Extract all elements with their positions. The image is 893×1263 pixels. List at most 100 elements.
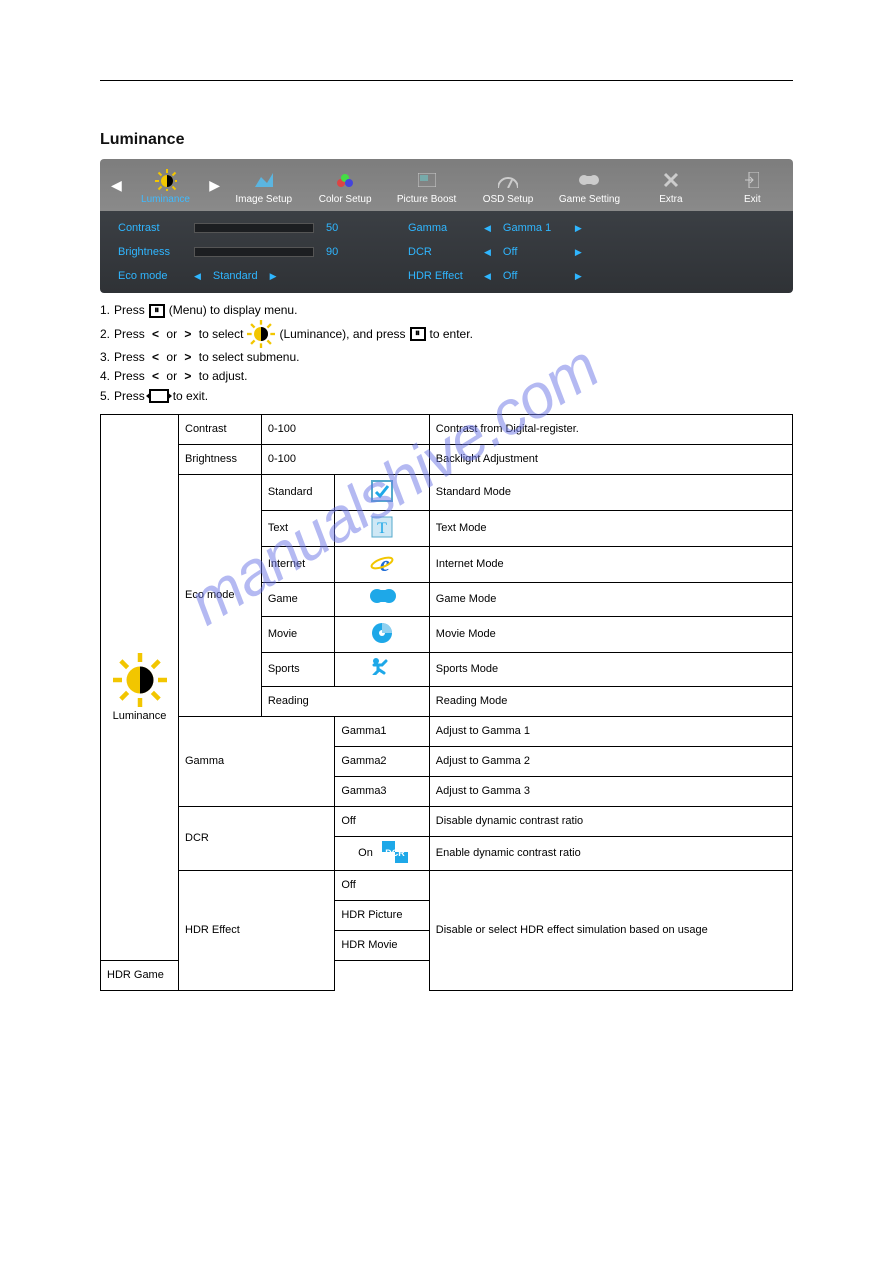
step-text: to select submenu. [199,348,300,367]
cell: Text [261,510,334,546]
cell: 0-100 [261,444,429,474]
step-text: or [166,367,177,386]
osd-gamma-row[interactable]: Gamma ◀ Gamma 1 ▶ [408,219,582,237]
cell: HDR Effect [179,870,335,990]
cell [335,616,429,652]
step-text: Press [114,387,145,406]
cell: Backlight Adjustment [429,444,792,474]
osd-tab-color-setup[interactable]: Color Setup [304,161,385,209]
color-icon [334,169,356,191]
instr-step-1: 1. Press ⏸ (Menu) to display menu. [100,301,793,320]
svg-text:DCR: DCR [385,848,405,858]
table-row: DCR Off Disable dynamic contrast ratio [101,806,793,836]
osd-icon [497,169,519,191]
step-num: 2. [100,325,110,344]
left-chevron-icon: < [149,367,163,386]
osd-contrast-row[interactable]: Contrast 50 [118,219,348,237]
cell: Brightness [179,444,262,474]
right-chevron-icon: > [181,325,195,344]
osd-tab-image-setup[interactable]: Image Setup [223,161,304,209]
sports-icon [370,657,394,681]
osd-tab-exit[interactable]: Exit [712,161,793,209]
cell: Disable dynamic contrast ratio [429,806,792,836]
right-arrow-icon[interactable]: ▶ [575,271,582,282]
osd-brightness-row[interactable]: Brightness 90 [118,243,348,261]
brightness-label: Brightness [118,246,182,258]
extra-icon [660,169,682,191]
spec-category-cell: Luminance [101,414,179,960]
instructions: 1. Press ⏸ (Menu) to display menu. 2. Pr… [100,301,793,406]
left-arrow-icon[interactable]: ◀ [484,271,491,282]
osd-hdr-row[interactable]: HDR Effect ◀ Off ▶ [408,267,582,285]
instr-step-4: 4. Press < or > to adjust. [100,367,793,386]
cell: Enable dynamic contrast ratio [429,836,792,870]
cell: Disable or select HDR effect simulation … [429,870,792,990]
left-chevron-icon: < [149,325,163,344]
left-arrow-icon[interactable]: ◀ [484,223,491,234]
cell: Movie Mode [429,616,792,652]
game-icon [578,169,600,191]
contrast-slider[interactable] [194,223,314,233]
table-row: Luminance Contrast 0-100 Contrast from D… [101,414,793,444]
osd-tab-osd-setup[interactable]: OSD Setup [467,161,548,209]
step-num: 3. [100,348,110,367]
cell: Sports [261,652,334,686]
step-text: Press [114,348,145,367]
osd-tab-game-setting[interactable]: Game Setting [549,161,630,209]
table-row: Brightness 0-100 Backlight Adjustment [101,444,793,474]
osd-dcr-row[interactable]: DCR ◀ Off ▶ [408,243,582,261]
auto-icon [149,389,169,403]
cell: Text Mode [429,510,792,546]
cell: e [335,546,429,582]
osd-tab-luminance[interactable]: Luminance [125,161,206,209]
left-chevron-icon: < [149,348,163,367]
osd-tab-picture-boost[interactable]: Picture Boost [386,161,467,209]
exit-icon [741,169,763,191]
sun-icon [247,320,275,348]
tab-label: OSD Setup [483,194,534,205]
standard-icon [370,479,394,503]
left-arrow-icon[interactable]: ◀ [194,271,201,282]
cell: Game [261,582,334,616]
tab-label: Exit [744,194,761,205]
right-chevron-icon: > [181,348,195,367]
internet-icon: e [370,551,394,575]
gamma-value: Gamma 1 [503,222,563,234]
step-num: 4. [100,367,110,386]
osd-ecomode-row[interactable]: Eco mode ◀ Standard ▶ [118,267,348,285]
picture-icon [416,169,438,191]
osd-arrow-right[interactable]: ▶ [206,177,223,194]
osd-tab-bar: ◀ Luminance ▶ Image Setup Color Setup Pi… [100,159,793,211]
step-text: to adjust. [199,367,248,386]
cell [335,582,429,616]
cell: On DCR [335,836,429,870]
page-title: Luminance [100,131,793,149]
right-arrow-icon[interactable]: ▶ [575,247,582,258]
instr-step-5: 5. Press to exit. [100,387,793,406]
brightness-value: 90 [326,246,348,258]
osd-tab-extra[interactable]: Extra [630,161,711,209]
right-arrow-icon[interactable]: ▶ [575,223,582,234]
cell: Internet Mode [429,546,792,582]
image-icon [253,169,275,191]
ecomode-value: Standard [213,270,258,282]
ecomode-label: Eco mode [118,270,182,282]
cell: HDR Picture [335,900,429,930]
sun-icon [155,169,177,191]
osd-col-left: Contrast 50 Brightness 90 Eco mode ◀ Sta… [118,219,348,285]
cell: Adjust to Gamma 2 [429,746,792,776]
text-icon: T [370,515,394,539]
cell [335,652,429,686]
osd-panel: ◀ Luminance ▶ Image Setup Color Setup Pi… [100,159,793,293]
right-arrow-icon[interactable]: ▶ [270,271,277,282]
step-text: (Luminance), and press [279,325,405,344]
step-text: (Menu) to display menu. [169,301,298,320]
cell: Gamma2 [335,746,429,776]
menu-icon: ⏸ [410,327,426,341]
left-arrow-icon[interactable]: ◀ [484,247,491,258]
table-row: Gamma Gamma1 Adjust to Gamma 1 [101,716,793,746]
brightness-slider[interactable] [194,247,314,257]
contrast-label: Contrast [118,222,182,234]
osd-arrow-left[interactable]: ◀ [108,177,125,194]
osd-body: Contrast 50 Brightness 90 Eco mode ◀ Sta… [100,211,793,293]
